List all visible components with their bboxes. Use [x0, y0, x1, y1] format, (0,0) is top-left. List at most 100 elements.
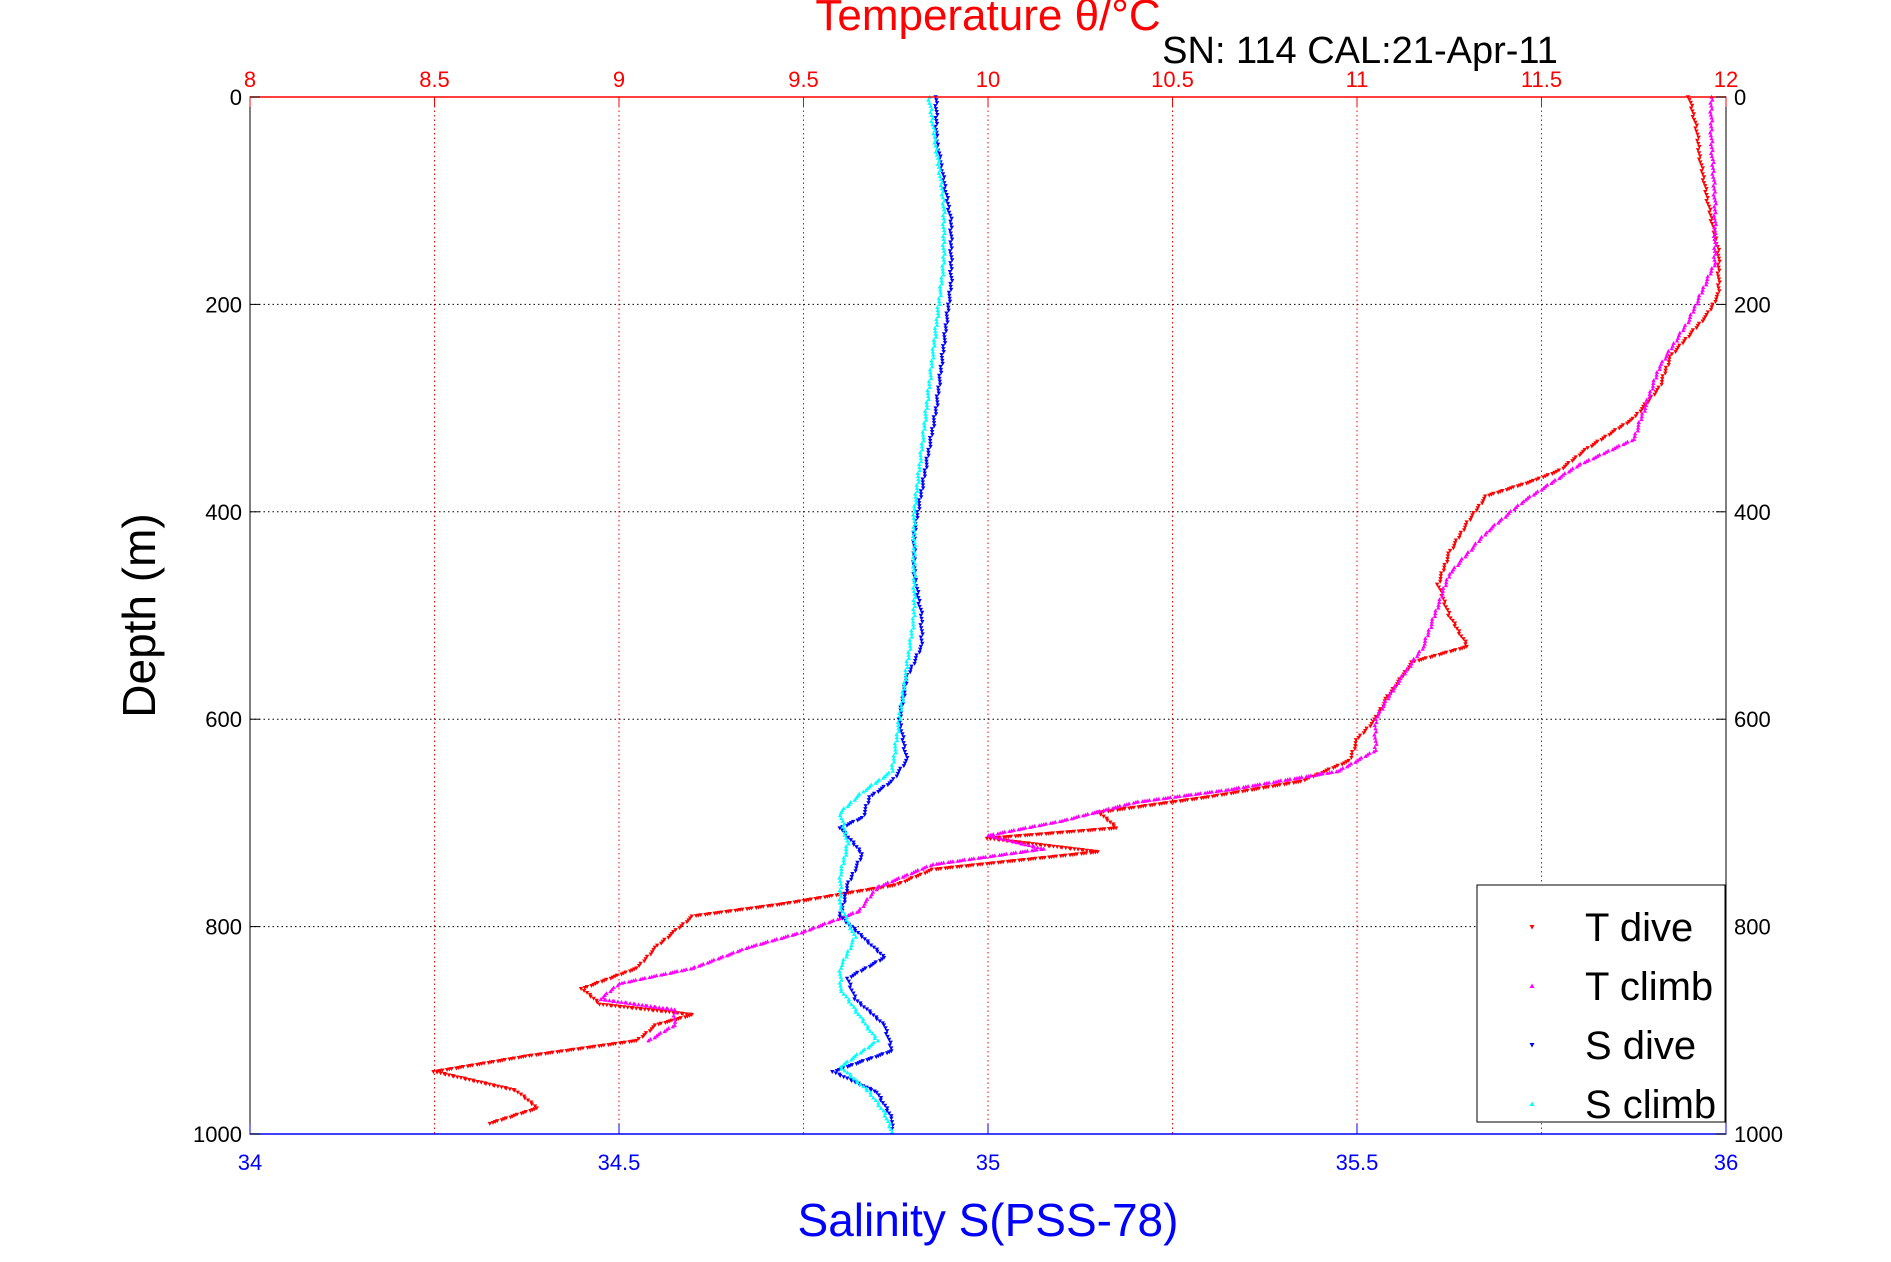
data-point [887, 1043, 892, 1048]
data-point [886, 1037, 892, 1042]
data-point [1342, 761, 1347, 766]
data-point [1282, 782, 1287, 787]
data-point [927, 385, 932, 390]
data-point [934, 322, 940, 327]
data-point [885, 1106, 890, 1111]
data-point [1708, 213, 1713, 218]
x-top-tick-label: 8 [244, 67, 256, 92]
data-point [912, 509, 918, 514]
data-point [630, 1006, 635, 1011]
data-point [844, 954, 849, 959]
data-point [915, 474, 921, 479]
data-point [913, 543, 918, 548]
data-point [884, 1029, 890, 1034]
data-point [935, 133, 940, 138]
data-point [884, 1051, 890, 1056]
data-point [849, 988, 854, 993]
data-point [512, 1088, 517, 1093]
data-point [1641, 404, 1646, 409]
data-point [1710, 171, 1715, 176]
data-point [1098, 812, 1103, 817]
series-t-climb [598, 94, 1719, 1043]
data-point [942, 335, 947, 340]
data-point [940, 201, 945, 206]
data-point [644, 954, 650, 959]
data-point [1422, 641, 1427, 646]
data-point [475, 1062, 480, 1067]
data-point [937, 174, 943, 179]
data-point [673, 1010, 678, 1015]
data-point [431, 1070, 436, 1074]
data-point [855, 970, 860, 975]
data-point [1635, 428, 1641, 433]
y-axis-label: Depth (m) [113, 513, 165, 717]
data-point [933, 149, 938, 154]
data-point [1396, 681, 1401, 685]
data-point [1140, 799, 1145, 804]
data-point [1716, 247, 1722, 252]
data-point [917, 598, 922, 603]
data-point [1659, 379, 1665, 384]
data-point [867, 964, 873, 969]
data-point [900, 738, 905, 743]
data-point [888, 1040, 893, 1045]
data-point [913, 494, 918, 499]
data-point [504, 1086, 509, 1091]
data-point [838, 965, 844, 970]
data-point [652, 945, 658, 950]
data-point [909, 871, 914, 876]
data-point [853, 934, 859, 939]
data-point [924, 465, 930, 470]
data-point [1675, 345, 1681, 350]
data-point [758, 941, 764, 946]
data-point [854, 1078, 860, 1083]
data-point [936, 158, 942, 163]
data-point [940, 269, 946, 274]
data-point [1709, 145, 1714, 150]
data-point [614, 973, 620, 978]
data-point [878, 1098, 883, 1103]
data-point [946, 308, 951, 313]
data-point [1433, 608, 1438, 613]
data-point [928, 103, 933, 108]
data-point [903, 671, 908, 676]
data-point [911, 567, 917, 572]
data-point [1304, 774, 1309, 779]
data-point [930, 346, 935, 351]
data-point [844, 886, 850, 891]
data-point [716, 956, 721, 961]
data-point [1344, 764, 1350, 769]
data-point [941, 347, 946, 352]
data-point [1605, 448, 1611, 453]
data-point [842, 912, 847, 917]
data-point [1223, 787, 1229, 792]
data-point [874, 1015, 879, 1020]
data-point [519, 1111, 524, 1116]
data-point [931, 125, 936, 130]
data-point [934, 110, 939, 115]
data-point [942, 219, 947, 224]
data-point [1644, 397, 1649, 402]
data-point [858, 857, 863, 862]
data-point [940, 172, 946, 177]
data-point [1663, 371, 1668, 376]
data-point [837, 813, 843, 818]
data-point [585, 1046, 590, 1051]
data-point [724, 910, 729, 915]
data-point [894, 774, 899, 779]
data-point [837, 878, 843, 883]
data-point [939, 370, 944, 375]
data-point [931, 131, 936, 136]
data-point [940, 344, 946, 349]
data-point [936, 373, 942, 378]
data-point [1659, 382, 1664, 387]
data-point [851, 931, 857, 936]
data-point [792, 900, 797, 905]
data-point [603, 997, 608, 1002]
data-point [884, 1108, 890, 1113]
data-point [1353, 741, 1358, 746]
x-top-tick-label: 11.5 [1521, 67, 1562, 92]
legend-marker [1529, 983, 1535, 988]
data-point [1440, 594, 1445, 599]
data-point [845, 948, 850, 953]
